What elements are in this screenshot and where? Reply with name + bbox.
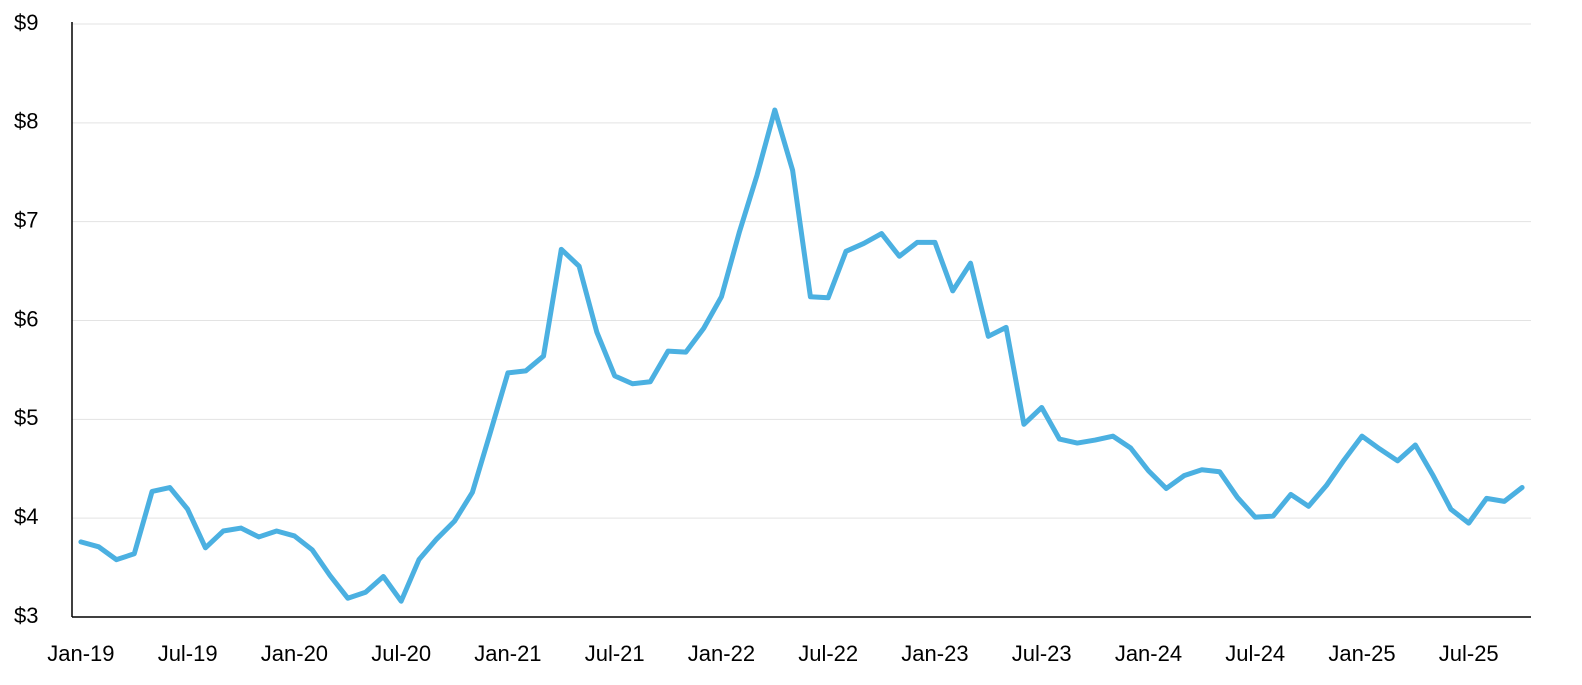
x-tick-label: Jan-21: [474, 641, 541, 666]
x-tick-label: Jan-23: [901, 641, 968, 666]
y-tick-label: $9: [14, 10, 38, 35]
x-tick-label: Jan-24: [1115, 641, 1182, 666]
x-tick-label: Jul-23: [1012, 641, 1072, 666]
y-tick-label: $6: [14, 306, 38, 331]
y-tick-label: $4: [14, 504, 38, 529]
x-tick-label: Jul-20: [371, 641, 431, 666]
x-tick-label: Jan-19: [47, 641, 114, 666]
x-tick-label: Jan-25: [1328, 641, 1395, 666]
y-tick-label: $8: [14, 109, 38, 134]
x-tick-label: Jan-20: [261, 641, 328, 666]
x-tick-label: Jan-22: [688, 641, 755, 666]
y-tick-label: $7: [14, 207, 38, 232]
x-tick-label: Jul-24: [1225, 641, 1285, 666]
x-tick-label: Jul-21: [585, 641, 645, 666]
x-tick-label: Jul-22: [798, 641, 858, 666]
x-tick-label: Jul-19: [158, 641, 218, 666]
price-line: [78, 107, 1525, 604]
x-tick-label: Jul-25: [1439, 641, 1499, 666]
y-tick-label: $5: [14, 405, 38, 430]
y-tick-label: $3: [14, 603, 38, 628]
